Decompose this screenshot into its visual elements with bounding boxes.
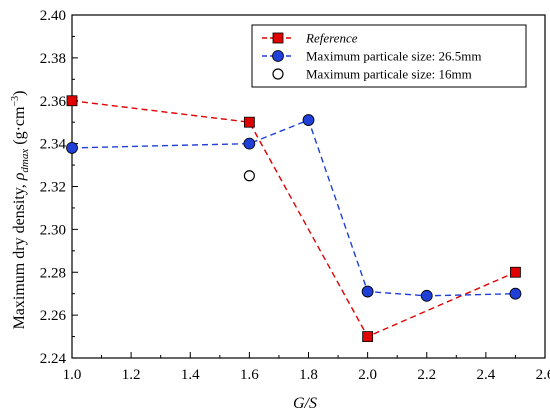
data-point-series-1: [509, 287, 522, 300]
legend-marker-0: [272, 32, 284, 44]
legend-label-1: Maximum particale size: 26.5mm: [306, 49, 481, 64]
x-tick-label: 1.4: [181, 367, 200, 383]
y-tick-label: 2.30: [40, 222, 66, 238]
y-axis-title: Maximum dry density, ρdmax (g·cm−3): [10, 91, 31, 330]
data-point-series-0: [243, 116, 255, 128]
x-tick-label: 2.2: [417, 367, 436, 383]
data-point-series-1: [420, 289, 433, 302]
y-axis-title-symbol: ρ: [11, 172, 28, 181]
legend: Reference Maximum particale size: 26.5mm M…: [251, 24, 527, 88]
data-point-series-1: [66, 142, 78, 154]
y-tick-label: 2.32: [40, 180, 66, 196]
x-tick-label: 1.6: [240, 367, 259, 383]
series-markers: [66, 95, 522, 342]
data-point-series-0: [510, 266, 521, 278]
data-point-series-1: [361, 285, 374, 298]
legend-label-2: Maximum particale size: 16mm: [306, 67, 472, 82]
y-tick-label: 2.34: [40, 137, 67, 153]
y-tick-label: 2.28: [40, 265, 66, 281]
legend-label-0: Reference: [305, 31, 358, 46]
x-tick-label: 2.6: [536, 367, 550, 383]
legend-box: [251, 24, 527, 88]
data-point-series-0: [66, 95, 78, 107]
x-axis-title: G/S: [293, 395, 317, 412]
legend-entries: Reference Maximum particale size: 26.5mm M…: [262, 31, 481, 82]
x-tick-label: 1.8: [299, 367, 318, 383]
y-tick-label: 2.36: [40, 94, 67, 110]
x-tick-label: 1.2: [122, 367, 141, 383]
series-line-1: [71, 119, 516, 297]
y-tick-label: 2.26: [40, 308, 67, 324]
data-point-series-0: [362, 331, 374, 342]
y-axis-title-unit: (g·cm: [11, 106, 28, 149]
x-tick-label: 1.0: [63, 367, 82, 383]
axis-tick-labels: 1.0 1.2 1.4 1.6 1.8 2.0 2.2 2.4 2.6 2.24 2.26 2.28 2…: [40, 8, 550, 383]
y-axis-title-unit-close: ): [11, 91, 28, 96]
x-tick-label: 2.4: [477, 367, 496, 383]
data-point-series-1: [243, 137, 256, 150]
y-axis-title-subscript: dmax: [19, 149, 31, 173]
series-line-0: [71, 100, 516, 338]
legend-marker-1: [272, 50, 284, 62]
series-lines: [71, 100, 516, 338]
legend-marker-2: [272, 68, 284, 80]
x-tick-label: 2.0: [358, 367, 377, 383]
y-tick-label: 2.38: [40, 51, 66, 67]
data-point-series-1: [302, 114, 315, 126]
y-axis-title-prefix: Maximum dry density,: [11, 180, 28, 329]
y-tick-label: 2.40: [40, 8, 66, 24]
y-axis-title-unit-exponent: −3: [10, 96, 21, 107]
y-tick-label: 2.24: [40, 351, 67, 367]
data-point-series-2: [243, 170, 255, 182]
